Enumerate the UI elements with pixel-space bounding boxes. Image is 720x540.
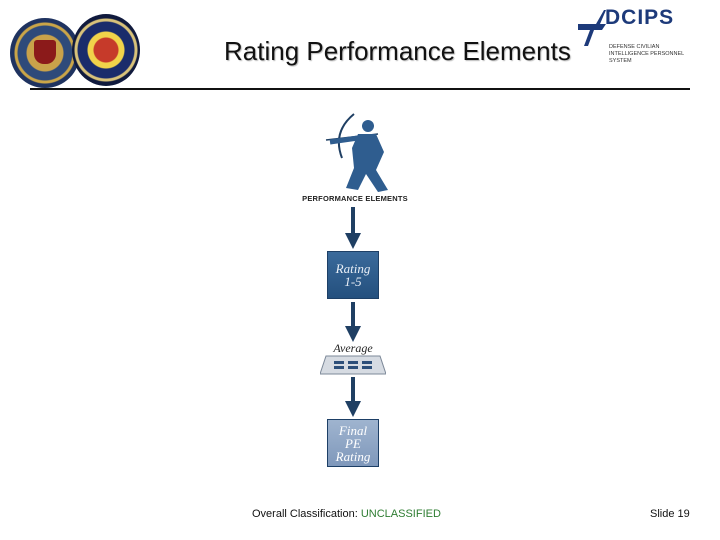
navy-seal-logo bbox=[72, 14, 140, 86]
average-label: Average bbox=[333, 341, 373, 355]
performance-elements-label: PERFORMANCE ELEMENTS bbox=[302, 194, 408, 203]
calculator-icon bbox=[320, 355, 386, 375]
down-arrow-icon bbox=[345, 377, 361, 417]
dcips-logo-subtitle: DEFENSE CIVILIAN INTELLIGENCE PERSONNEL … bbox=[609, 44, 684, 64]
slide-number: Slide 19 bbox=[650, 508, 690, 520]
final-box-line1: Final bbox=[338, 423, 368, 438]
dcips-logo-text: DCIPS bbox=[605, 6, 675, 29]
rating-box: Rating 1-5 bbox=[327, 251, 379, 299]
classification-value: UNCLASSIFIED bbox=[360, 508, 441, 520]
title-underline bbox=[30, 88, 690, 90]
final-box-line2: PE bbox=[345, 436, 361, 451]
down-arrow-icon bbox=[345, 207, 361, 249]
slide-title: Rating Performance Elements bbox=[224, 36, 571, 66]
down-arrow-icon bbox=[345, 302, 361, 342]
classification-footer: Overall Classification: UNCLASSIFIED bbox=[252, 508, 441, 520]
final-box-line3: Rating bbox=[335, 449, 371, 464]
archer-icon bbox=[325, 113, 388, 192]
dcips-logo bbox=[578, 10, 606, 46]
rating-box-line1: Rating bbox=[335, 261, 371, 276]
army-seal-logo bbox=[10, 18, 80, 88]
final-pe-rating-box: Final PE Rating bbox=[327, 419, 379, 467]
classification-label: Overall Classification: bbox=[252, 508, 358, 520]
rating-box-line2: 1-5 bbox=[344, 274, 362, 289]
